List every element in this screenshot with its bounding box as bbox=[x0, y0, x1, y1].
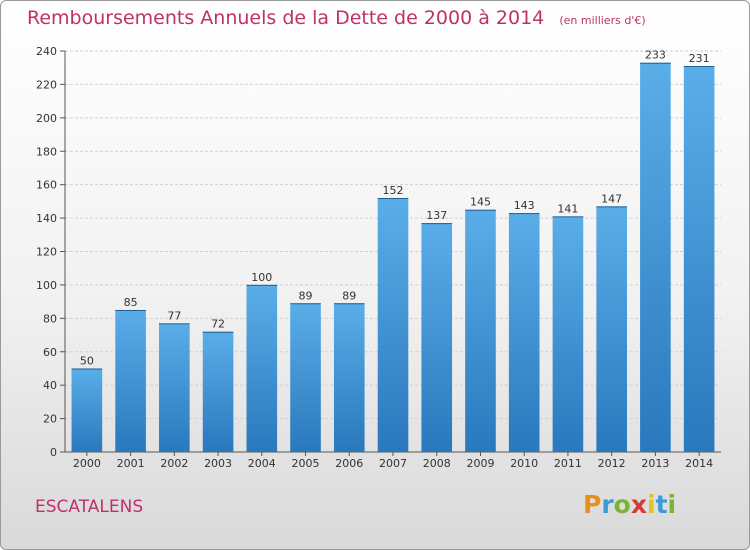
chart-subtitle: (en milliers d'€) bbox=[559, 14, 646, 27]
x-tick-label: 2014 bbox=[685, 457, 713, 470]
bar bbox=[290, 303, 321, 452]
bar-value-label: 233 bbox=[645, 49, 666, 62]
logo-letter: P bbox=[583, 490, 602, 519]
x-tick-label: 2012 bbox=[598, 457, 626, 470]
y-tick-label: 140 bbox=[36, 212, 57, 225]
bar bbox=[71, 368, 103, 452]
logo-letter: t bbox=[655, 490, 668, 519]
bar bbox=[465, 209, 496, 452]
bar-value-label: 72 bbox=[211, 318, 225, 331]
y-tick-label: 120 bbox=[36, 246, 57, 259]
location-name: ESCATALENS bbox=[35, 497, 144, 517]
bar-value-label: 50 bbox=[80, 354, 94, 367]
bar bbox=[115, 309, 146, 452]
x-tick-label: 2001 bbox=[117, 457, 145, 470]
x-tick-label: 2004 bbox=[248, 457, 276, 470]
logo-letter: i bbox=[667, 490, 677, 519]
logo-letter: o bbox=[613, 490, 631, 519]
bar-value-label: 100 bbox=[251, 271, 272, 284]
bar-value-label: 89 bbox=[299, 289, 313, 302]
y-tick-label: 220 bbox=[36, 78, 57, 91]
x-tick-label: 2000 bbox=[73, 457, 101, 470]
bar bbox=[640, 62, 671, 453]
bar-value-label: 137 bbox=[426, 209, 447, 222]
y-tick-label: 80 bbox=[43, 312, 57, 325]
y-tick-label: 60 bbox=[43, 346, 57, 359]
y-tick-label: 240 bbox=[36, 45, 57, 58]
logo-letter: x bbox=[630, 490, 647, 519]
y-tick-label: 200 bbox=[36, 112, 57, 125]
labels: 0 20 40 60 80 100 120 140 160 180 200 220 240 50 2000 8… bbox=[36, 45, 713, 470]
proxiti-logo: Proxiti bbox=[583, 490, 676, 519]
bar-value-label: 145 bbox=[470, 196, 491, 209]
bar-value-label: 152 bbox=[383, 184, 404, 197]
bar bbox=[377, 198, 409, 452]
bars bbox=[71, 62, 715, 453]
title-row: Remboursements Annuels de la Dette de 20… bbox=[27, 7, 646, 29]
bar bbox=[159, 323, 190, 452]
x-tick-label: 2007 bbox=[379, 457, 407, 470]
x-tick-label: 2010 bbox=[510, 457, 538, 470]
bar-value-label: 77 bbox=[167, 309, 181, 322]
y-tick-label: 0 bbox=[50, 446, 57, 459]
bar bbox=[508, 213, 540, 452]
y-tick-label: 180 bbox=[36, 145, 57, 158]
x-tick-label: 2006 bbox=[335, 457, 363, 470]
bar bbox=[333, 303, 365, 452]
y-tick-label: 40 bbox=[43, 379, 57, 392]
x-tick-label: 2011 bbox=[554, 457, 582, 470]
bar-value-label: 143 bbox=[514, 199, 535, 212]
bar bbox=[683, 66, 715, 452]
logo-letter: r bbox=[601, 490, 614, 519]
y-tick-label: 100 bbox=[36, 279, 57, 292]
bar bbox=[596, 206, 627, 452]
chart-title: Remboursements Annuels de la Dette de 20… bbox=[27, 7, 545, 29]
x-tick-label: 2013 bbox=[641, 457, 669, 470]
bar-value-label: 231 bbox=[689, 52, 710, 65]
y-tick-label: 160 bbox=[36, 179, 57, 192]
bar-value-label: 89 bbox=[342, 289, 356, 302]
bar bbox=[552, 216, 584, 452]
bar-value-label: 147 bbox=[601, 192, 622, 205]
bar bbox=[421, 223, 453, 452]
x-tick-label: 2002 bbox=[160, 457, 188, 470]
bar-value-label: 141 bbox=[557, 202, 578, 215]
x-tick-label: 2009 bbox=[466, 457, 494, 470]
x-tick-label: 2005 bbox=[292, 457, 320, 470]
logo-letter: i bbox=[647, 490, 656, 519]
bar bbox=[246, 284, 278, 452]
x-tick-label: 2008 bbox=[423, 457, 451, 470]
y-tick-label: 20 bbox=[43, 413, 57, 426]
x-tick-label: 2003 bbox=[204, 457, 232, 470]
bar bbox=[202, 331, 234, 452]
bar-value-label: 85 bbox=[124, 296, 138, 309]
